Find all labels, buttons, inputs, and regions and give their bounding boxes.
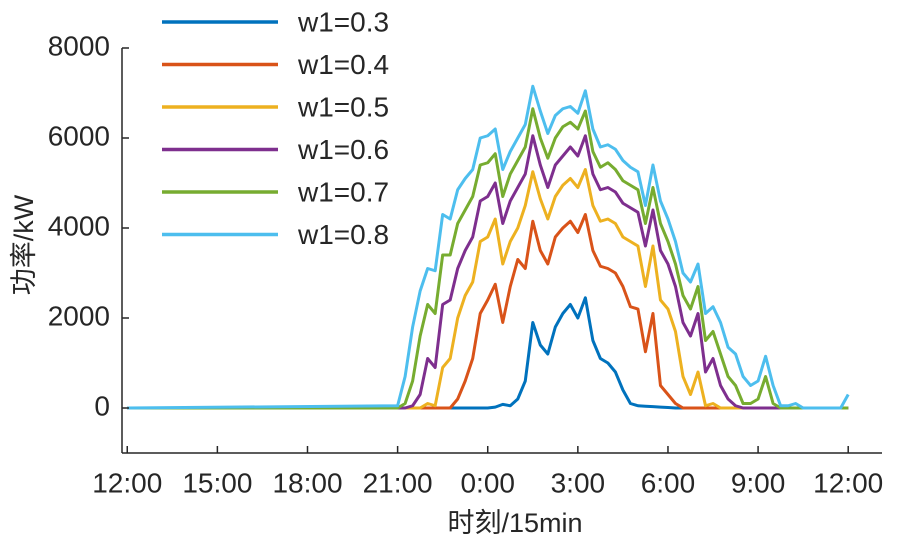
plot-area bbox=[127, 84, 850, 410]
x-tick-label: 12:00 bbox=[813, 467, 883, 498]
legend-label: w1=0.7 bbox=[297, 176, 389, 207]
y-tick-label: 8000 bbox=[48, 30, 110, 61]
series-line bbox=[127, 213, 849, 410]
y-tick-label: 0 bbox=[94, 390, 110, 421]
x-tick-label: 15:00 bbox=[182, 467, 252, 498]
x-tick-label: 3:00 bbox=[551, 467, 606, 498]
series-line bbox=[127, 84, 850, 410]
series-line bbox=[127, 134, 849, 410]
y-tick-label: 4000 bbox=[48, 210, 110, 241]
legend-label: w1=0.5 bbox=[297, 91, 389, 122]
x-tick-label: 18:00 bbox=[272, 467, 342, 498]
legend-label: w1=0.6 bbox=[297, 134, 389, 165]
y-tick-label: 2000 bbox=[48, 300, 110, 331]
x-tick-label: 21:00 bbox=[363, 467, 433, 498]
x-tick-label: 12:00 bbox=[92, 467, 162, 498]
x-tick-label: 9:00 bbox=[731, 467, 786, 498]
series-line bbox=[127, 296, 849, 410]
legend-label: w1=0.3 bbox=[297, 6, 389, 37]
legend-label: w1=0.4 bbox=[297, 49, 389, 80]
y-axis-label: 功率/kW bbox=[9, 194, 39, 295]
series-line bbox=[127, 107, 849, 410]
x-tick-label: 6:00 bbox=[641, 467, 696, 498]
legend-label: w1=0.8 bbox=[297, 219, 389, 250]
x-tick-label: 0:00 bbox=[460, 467, 515, 498]
y-tick-label: 6000 bbox=[48, 120, 110, 151]
x-axis-label: 时刻/15min bbox=[447, 508, 582, 538]
